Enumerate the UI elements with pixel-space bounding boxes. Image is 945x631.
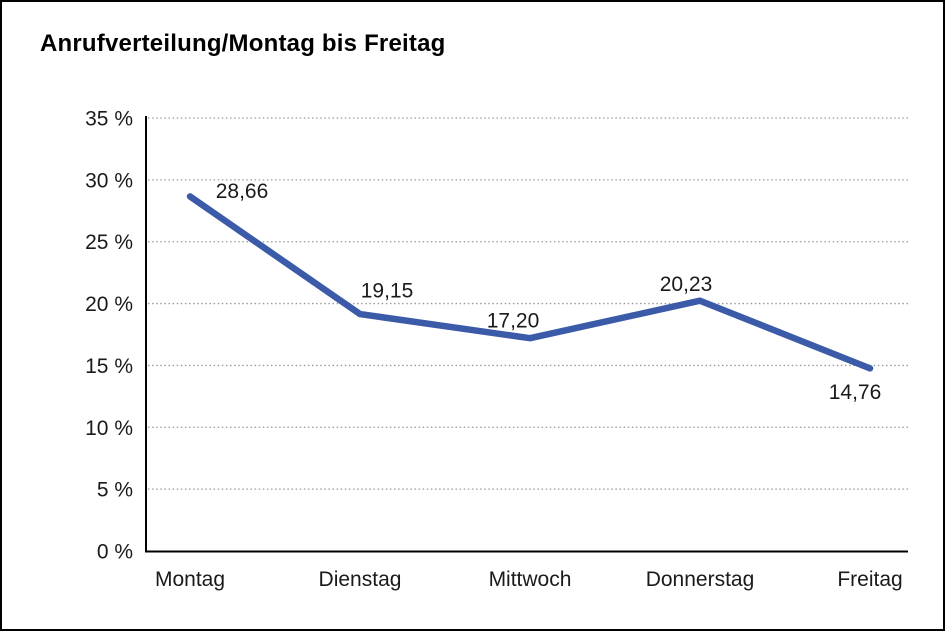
x-category-labels: Montag Dienstag Mittwoch Donnerstag Freitag (155, 568, 903, 591)
y-tick-labels: 0 % 5 % 10 % 15 % 20 % 25 % 30 % 35 % (85, 108, 133, 564)
data-line (186, 193, 874, 372)
chart-title: Anrufverteilung/Montag bis Freitag (40, 30, 446, 57)
y-tick-label: 5 % (97, 479, 133, 502)
data-point-label: 28,66 (216, 180, 269, 203)
y-tick-label: 20 % (85, 293, 133, 316)
x-category-label: Dienstag (319, 568, 402, 591)
x-category-label: Freitag (837, 568, 902, 591)
data-point-label: 20,23 (660, 273, 713, 296)
data-point-label: 17,20 (487, 310, 540, 333)
y-tick-label: 10 % (85, 417, 133, 440)
x-category-label: Montag (155, 568, 225, 591)
y-tick-label: 35 % (85, 108, 133, 131)
data-point-labels: 28,66 19,15 17,20 20,23 14,76 (216, 180, 882, 404)
x-category-label: Mittwoch (489, 568, 572, 591)
y-tick-label: 0 % (97, 541, 133, 564)
data-point-label: 14,76 (829, 381, 882, 404)
y-tick-label: 30 % (85, 169, 133, 192)
gridlines (148, 117, 908, 490)
data-point-label: 19,15 (361, 280, 414, 303)
x-category-label: Donnerstag (646, 568, 755, 591)
y-tick-label: 15 % (85, 355, 133, 378)
y-tick-label: 25 % (85, 231, 133, 254)
axes (145, 116, 908, 553)
